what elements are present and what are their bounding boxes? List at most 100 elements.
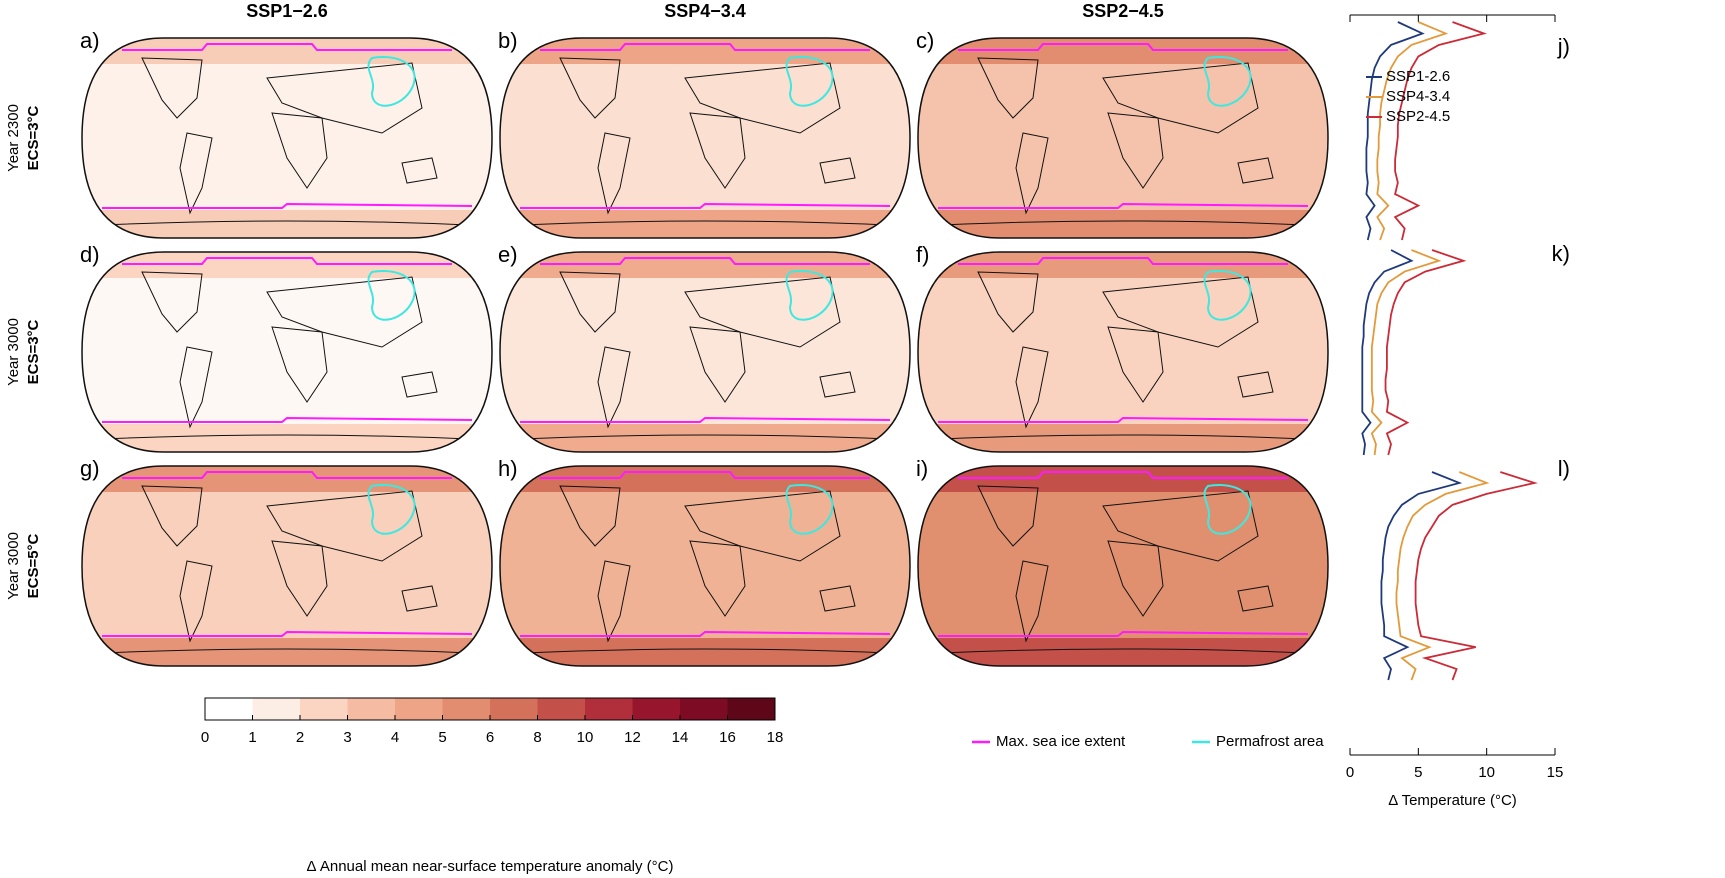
coastline xyxy=(819,371,856,398)
panel-label: h) xyxy=(498,456,518,481)
sea-ice-north xyxy=(122,471,452,479)
coastline xyxy=(684,276,841,348)
antarctic xyxy=(82,638,492,666)
sea-ice-south xyxy=(102,202,473,209)
panel-label: d) xyxy=(80,242,100,267)
permafrost xyxy=(367,270,416,321)
coastline xyxy=(141,485,203,547)
row-ecs: ECS=3°C xyxy=(25,319,42,384)
permafrost xyxy=(785,56,834,107)
map-border xyxy=(81,465,493,667)
map-border xyxy=(81,37,493,239)
antarctica-coast xyxy=(918,434,1328,441)
permafrost xyxy=(1203,484,1252,535)
coastline xyxy=(1107,326,1164,403)
column-title: SSP2−4.5 xyxy=(1082,1,1164,21)
map xyxy=(500,38,910,238)
coastline xyxy=(684,490,841,562)
coastline xyxy=(559,485,621,547)
coastline xyxy=(271,112,328,189)
panel-label: b) xyxy=(498,28,518,53)
coastline xyxy=(977,485,1039,547)
panel-label: g) xyxy=(80,456,100,481)
sea-ice-south xyxy=(102,416,473,423)
sea-ice-south xyxy=(938,202,1309,209)
profile-line xyxy=(1393,21,1487,241)
row-year: Year 2300 xyxy=(5,104,22,172)
coastline xyxy=(597,560,631,643)
colorbar-tick-label: 0 xyxy=(201,729,209,746)
antarctica-coast xyxy=(500,220,910,227)
sea-ice-south xyxy=(938,416,1309,423)
antarctica-coast xyxy=(918,648,1328,655)
coastline xyxy=(401,371,438,398)
profile-line xyxy=(1380,471,1463,681)
map xyxy=(82,252,492,452)
sea-ice-north xyxy=(540,257,870,265)
sea-ice-north xyxy=(958,471,1288,479)
coastline xyxy=(179,132,213,215)
permafrost xyxy=(785,484,834,535)
legend-label: Max. sea ice extent xyxy=(996,733,1126,750)
map-border xyxy=(917,465,1329,667)
map xyxy=(918,38,1328,238)
coastline xyxy=(559,271,621,333)
coastline xyxy=(819,585,856,612)
panel-label: j) xyxy=(1557,34,1570,59)
colorbar-tick-label: 6 xyxy=(486,729,494,746)
colorbar-tick-label: 3 xyxy=(343,729,351,746)
row-ecs: ECS=3°C xyxy=(25,105,42,170)
colorbar-bin xyxy=(632,698,680,720)
coastline xyxy=(266,276,423,348)
coastline xyxy=(689,540,746,617)
map-border xyxy=(499,37,911,239)
colorbar-bin xyxy=(205,698,253,720)
coastline xyxy=(401,585,438,612)
colorbar-bin xyxy=(490,698,538,720)
permafrost xyxy=(367,484,416,535)
profile-line xyxy=(1376,21,1449,241)
colorbar-tick-label: 5 xyxy=(438,729,446,746)
sea-ice-north xyxy=(122,257,452,265)
permafrost xyxy=(785,270,834,321)
sea-ice-south xyxy=(520,630,891,637)
x-tick-label: 10 xyxy=(1478,764,1495,781)
column-title: SSP4−3.4 xyxy=(664,1,746,21)
coastline xyxy=(559,57,621,119)
panel-label: e) xyxy=(498,242,518,267)
coastline xyxy=(597,346,631,429)
antarctic xyxy=(82,424,492,452)
legend-label: SSP4-3.4 xyxy=(1386,88,1450,105)
sea-ice-north xyxy=(958,43,1288,51)
row-year: Year 3000 xyxy=(5,318,22,386)
colorbar-tick-label: 8 xyxy=(533,729,541,746)
coastline xyxy=(1107,112,1164,189)
map-border xyxy=(917,251,1329,453)
coastline xyxy=(819,157,856,184)
colorbar-tick-label: 16 xyxy=(719,729,736,746)
permafrost xyxy=(367,56,416,107)
colorbar-tick-label: 1 xyxy=(248,729,256,746)
panel-label: i) xyxy=(916,456,928,481)
coastline xyxy=(684,62,841,134)
coastline xyxy=(271,326,328,403)
panel-label: a) xyxy=(80,28,100,53)
map-border xyxy=(499,251,911,453)
map-border xyxy=(499,465,911,667)
sea-ice-south xyxy=(938,630,1309,637)
colorbar-tick-label: 10 xyxy=(577,729,594,746)
coastline xyxy=(1102,276,1259,348)
colorbar-tick-label: 2 xyxy=(296,729,304,746)
coastline xyxy=(266,62,423,134)
column-title: SSP1−2.6 xyxy=(246,1,328,21)
map xyxy=(500,466,910,666)
coastline xyxy=(1102,490,1259,562)
antarctic xyxy=(918,424,1328,452)
coastline xyxy=(977,57,1039,119)
antarctic xyxy=(500,424,910,452)
coastline xyxy=(1107,540,1164,617)
profile-line xyxy=(1384,249,1467,456)
x-axis-label: Δ Temperature (°C) xyxy=(1388,792,1517,809)
antarctic xyxy=(82,210,492,238)
